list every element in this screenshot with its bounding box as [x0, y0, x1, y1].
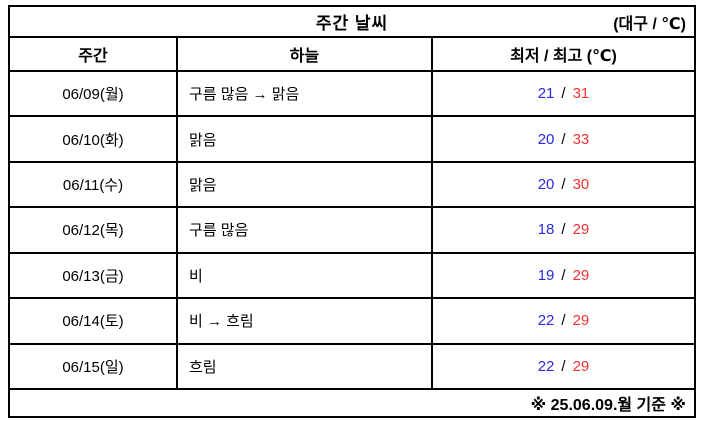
table-row: 06/15(일) 흐림 22 / 29 [10, 344, 694, 390]
temp-separator: / [561, 221, 566, 239]
low-temp: 19 [537, 266, 555, 284]
table-row: 06/14(토) 비 → 흐림 22 / 29 [10, 299, 694, 345]
column-header-week: 주간 [10, 38, 178, 70]
high-temp: 29 [572, 312, 590, 330]
temp-separator: / [561, 130, 566, 148]
weekly-weather-table: 주간 날씨 (대구 / ℃) 주간 하늘 최저 / 최고 (℃) 06/09(월… [8, 5, 696, 418]
footer-row: ※ 25.06.09.월 기준 ※ [10, 390, 694, 416]
temp-cell: 22 / 29 [433, 345, 694, 388]
temp-cell: 20 / 33 [433, 117, 694, 160]
temp-cell: 21 / 31 [433, 72, 694, 115]
high-temp: 33 [572, 130, 590, 148]
table-row: 06/12(목) 구름 많음 18 / 29 [10, 208, 694, 254]
low-temp: 20 [537, 130, 555, 148]
date-cell: 06/13(금) [10, 253, 178, 298]
date-cell: 06/14(토) [10, 299, 178, 343]
sky-cell: 맑음 [178, 162, 433, 207]
sky-cell: 구름 많음 → 맑음 [178, 72, 433, 116]
date-cell: 06/12(목) [10, 208, 178, 252]
temp-cell: 20 / 30 [433, 163, 694, 206]
footer-note: ※ 25.06.09.월 기준 ※ [530, 396, 686, 414]
temp-separator: / [561, 312, 566, 330]
date-cell: 06/10(화) [10, 117, 178, 161]
sky-cell: 구름 많음 [178, 208, 433, 252]
high-temp: 29 [572, 357, 590, 375]
low-temp: 18 [537, 221, 555, 239]
sky-cell: 맑음 [178, 117, 433, 161]
high-temp: 29 [572, 266, 590, 284]
table-row: 06/09(월) 구름 많음 → 맑음 21 / 31 [10, 72, 694, 118]
sky-cell: 흐림 [178, 344, 433, 388]
high-temp: 31 [572, 85, 590, 103]
sky-cell: 비 → 흐림 [178, 299, 433, 343]
table-row: 06/13(금) 비 19 / 29 [10, 253, 694, 300]
high-temp: 29 [572, 221, 590, 239]
table-title: 주간 날씨 [315, 14, 389, 33]
temp-separator: / [561, 176, 566, 194]
column-header-temp: 최저 / 최고 (℃) [510, 48, 617, 65]
column-header-sky: 하늘 [178, 38, 433, 70]
low-temp: 22 [537, 357, 555, 375]
temp-separator: / [561, 85, 566, 103]
location-unit-label: (대구 / ℃) [613, 15, 686, 33]
temp-separator: / [561, 357, 566, 375]
header-row: 주간 하늘 최저 / 최고 (℃) [10, 38, 694, 72]
temp-cell: 22 / 29 [433, 299, 694, 342]
low-temp: 22 [537, 312, 555, 330]
temp-cell: 19 / 29 [433, 254, 694, 297]
date-cell: 06/15(일) [10, 344, 178, 388]
sky-cell: 비 [178, 253, 433, 298]
low-temp: 20 [537, 176, 555, 194]
date-cell: 06/09(월) [10, 72, 178, 116]
table-row: 06/11(수) 맑음 20 / 30 [10, 162, 694, 209]
title-row: 주간 날씨 (대구 / ℃) [10, 7, 694, 38]
temp-cell: 18 / 29 [433, 208, 694, 251]
date-cell: 06/11(수) [10, 162, 178, 207]
table-row: 06/10(화) 맑음 20 / 33 [10, 117, 694, 163]
temp-separator: / [561, 266, 566, 284]
low-temp: 21 [537, 85, 555, 103]
high-temp: 30 [572, 176, 590, 194]
